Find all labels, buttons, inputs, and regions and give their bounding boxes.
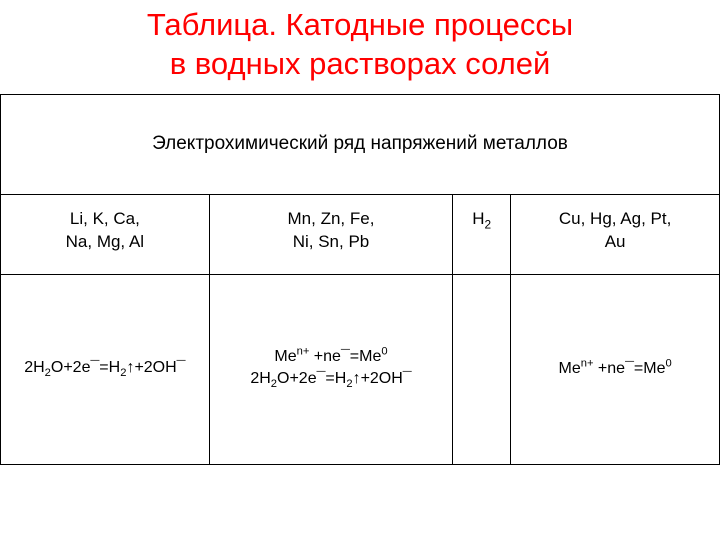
equation-text: Men+ +ne¯=Me0 [274,348,387,365]
hydrogen-cell: H2 [453,194,511,274]
cell-text: Mn, Zn, Fe, [214,207,449,231]
table-header-cell: Электрохимический ряд напряжений металло… [1,94,720,194]
table-header-text: Электрохимический ряд напряжений металло… [152,133,568,154]
cell-text: Cu, Hg, Ag, Pt, [515,207,715,231]
equation-text: 2H2O+2e¯=H2↑+2OH¯ [24,359,185,376]
cathode-processes-table: Электрохимический ряд напряжений металло… [0,94,720,465]
subscript: 2 [485,217,492,231]
equation-cell-2: Men+ +ne¯=Me0 2H2O+2e¯=H2↑+2OH¯ [209,274,453,464]
title-line-1: Таблица. Катодные процессы [147,7,573,42]
equation-cell-1: 2H2O+2e¯=H2↑+2OH¯ [1,274,210,464]
page-title: Таблица. Катодные процессы в водных раст… [0,0,720,94]
cell-text: Li, K, Ca, [5,207,205,231]
equation-cell-3 [453,274,511,464]
equation-cell-4: Men+ +ne¯=Me0 [511,274,720,464]
metals-group-3: Cu, Hg, Ag, Pt, Au [511,194,720,274]
cell-text: H [472,209,484,228]
title-line-2: в водных растворах солей [170,46,551,81]
equation-text: Men+ +ne¯=Me0 [558,360,671,377]
cell-text: Au [515,230,715,254]
metals-group-2: Mn, Zn, Fe, Ni, Sn, Pb [209,194,453,274]
cell-text: Na, Mg, Al [5,230,205,254]
cell-text: Ni, Sn, Pb [214,230,449,254]
metals-group-1: Li, K, Ca, Na, Mg, Al [1,194,210,274]
equation-text: 2H2O+2e¯=H2↑+2OH¯ [250,370,411,387]
